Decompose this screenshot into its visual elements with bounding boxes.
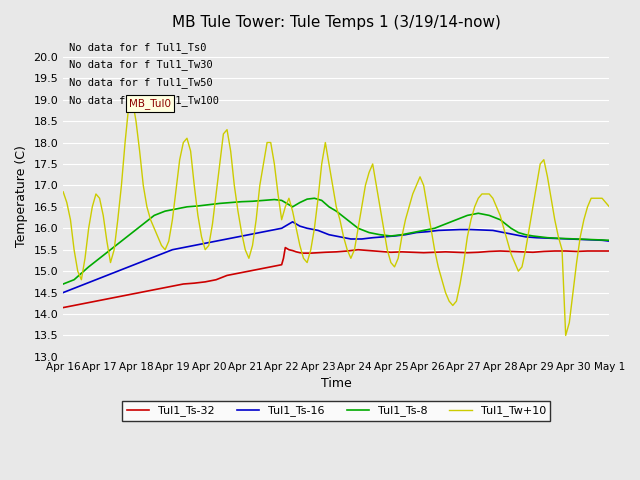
Tul1_Ts-16: [380, 234, 387, 240]
Tul1_Tw+10: [445, 298, 453, 304]
Tul1_Tw+10: [562, 333, 570, 338]
Tul1_Ts-32: [292, 249, 300, 255]
Tul1_Ts-32: [92, 298, 100, 304]
Line: Tul1_Ts-32: Tul1_Ts-32: [63, 248, 609, 308]
Tul1_Tw+10: [256, 182, 264, 188]
Tul1_Ts-16: [435, 228, 442, 233]
Tul1_Ts-32: [60, 305, 67, 311]
Tul1_Ts-16: [289, 219, 296, 225]
Tul1_Ts-32: [605, 248, 613, 254]
Tul1_Ts-32: [420, 250, 428, 255]
Title: MB Tule Tower: Tule Temps 1 (3/19/14-now): MB Tule Tower: Tule Temps 1 (3/19/14-now…: [172, 15, 500, 30]
Tul1_Ts-32: [81, 300, 89, 306]
Tul1_Ts-8: [584, 237, 591, 242]
Y-axis label: Temperature (C): Temperature (C): [15, 145, 28, 247]
Tul1_Ts-8: [529, 233, 537, 239]
Line: Tul1_Ts-8: Tul1_Ts-8: [63, 198, 609, 284]
Legend: Tul1_Ts-32, Tul1_Ts-16, Tul1_Ts-8, Tul1_Tw+10: Tul1_Ts-32, Tul1_Ts-16, Tul1_Ts-8, Tul1_…: [122, 401, 550, 421]
Tul1_Ts-8: [205, 202, 212, 207]
Tul1_Ts-16: [157, 251, 165, 257]
Tul1_Ts-8: [474, 210, 482, 216]
Tul1_Ts-32: [282, 245, 289, 251]
Tul1_Ts-32: [431, 250, 438, 255]
Tul1_Ts-16: [605, 238, 613, 244]
Text: MB_Tul0: MB_Tul0: [129, 98, 171, 109]
Tul1_Tw+10: [409, 191, 417, 197]
Line: Tul1_Ts-16: Tul1_Ts-16: [63, 222, 609, 293]
Tul1_Tw+10: [605, 204, 613, 210]
Tul1_Ts-8: [431, 226, 438, 231]
Tul1_Ts-16: [390, 233, 398, 239]
X-axis label: Time: Time: [321, 377, 351, 390]
Tul1_Ts-8: [310, 195, 318, 201]
Tul1_Ts-8: [194, 203, 202, 209]
Text: No data for f Tul1_Tw50: No data for f Tul1_Tw50: [68, 77, 212, 88]
Text: No data for f Tul1_Tw30: No data for f Tul1_Tw30: [68, 60, 212, 71]
Tul1_Ts-32: [223, 273, 231, 278]
Tul1_Ts-8: [605, 238, 613, 243]
Tul1_Ts-16: [278, 226, 285, 231]
Tul1_Ts-8: [60, 281, 67, 287]
Tul1_Tw+10: [129, 97, 136, 103]
Text: No data for f Tul1_Ts0: No data for f Tul1_Ts0: [68, 42, 206, 53]
Tul1_Tw+10: [60, 189, 67, 195]
Tul1_Tw+10: [394, 255, 402, 261]
Tul1_Ts-16: [358, 236, 365, 242]
Tul1_Tw+10: [329, 182, 337, 188]
Line: Tul1_Tw+10: Tul1_Tw+10: [63, 100, 609, 336]
Text: No data for f Tul1_Tw100: No data for f Tul1_Tw100: [68, 95, 219, 106]
Tul1_Tw+10: [602, 200, 609, 205]
Tul1_Ts-16: [60, 290, 67, 296]
